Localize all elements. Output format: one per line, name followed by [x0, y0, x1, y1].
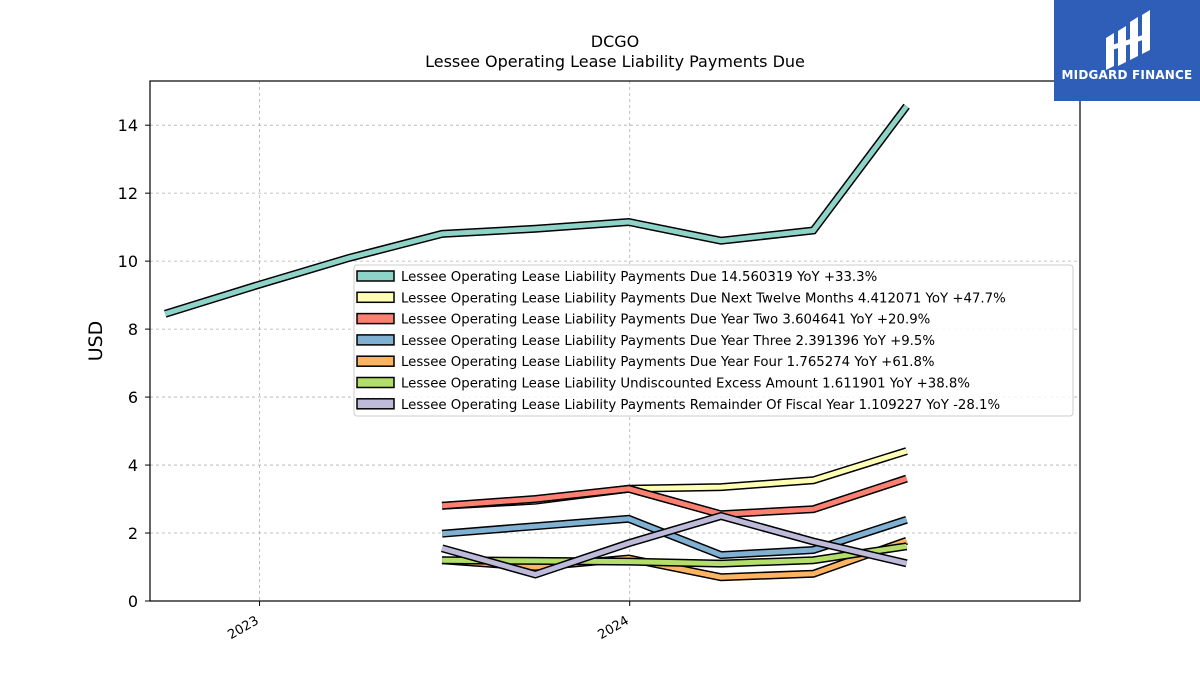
series-line [441, 476, 908, 517]
series-line [164, 104, 909, 317]
legend-swatch [356, 270, 395, 282]
legend-box [353, 264, 1074, 417]
legend-swatch [356, 291, 395, 304]
y-tick-label: 8 [128, 320, 138, 339]
x-tick-label: 2024 [596, 613, 632, 643]
series-line [441, 538, 908, 580]
chart-title: DCGO [591, 32, 639, 51]
chart-subtitle: Lessee Operating Lease Liability Payment… [425, 52, 805, 71]
legend-entry: Lessee Operating Lease Liability Undisco… [401, 377, 970, 392]
legend-entry: Lessee Operating Lease Liability Payment… [401, 334, 935, 349]
logo-text: MIDGARD FINANCE [1061, 68, 1193, 82]
legend-swatch [356, 312, 395, 325]
legend-entry: Lessee Operating Lease Liability Payment… [401, 398, 1000, 413]
plot-frame [149, 80, 1081, 602]
y-tick-label: 4 [128, 456, 138, 475]
y-tick-label: 10 [118, 252, 138, 271]
legend-entry: Lessee Operating Lease Liability Payment… [401, 291, 1006, 306]
y-tick-label: 14 [118, 116, 138, 135]
legend-entry: Lessee Operating Lease Liability Payment… [401, 313, 930, 328]
y-tick-label: 0 [128, 592, 138, 611]
legend-entry: Lessee Operating Lease Liability Payment… [401, 270, 877, 285]
midgard-finance-logo-icon [1106, 10, 1150, 70]
y-tick-label: 2 [128, 524, 138, 543]
y-tick-label: 12 [118, 184, 138, 203]
y-tick-label: 6 [128, 388, 138, 407]
x-tick-label: 2023 [225, 613, 261, 643]
series-line [441, 513, 908, 578]
y-axis-label: USD [85, 321, 107, 362]
legend-swatch [356, 376, 395, 389]
legend-swatch [356, 355, 395, 367]
legend-entry: Lessee Operating Lease Liability Payment… [401, 355, 935, 370]
series-line [442, 543, 907, 567]
midgard-finance-logo: MIDGARD FINANCE [1054, 0, 1200, 101]
series-line-outline [441, 474, 908, 519]
legend-swatch [356, 398, 395, 410]
legend-swatch [356, 334, 395, 346]
